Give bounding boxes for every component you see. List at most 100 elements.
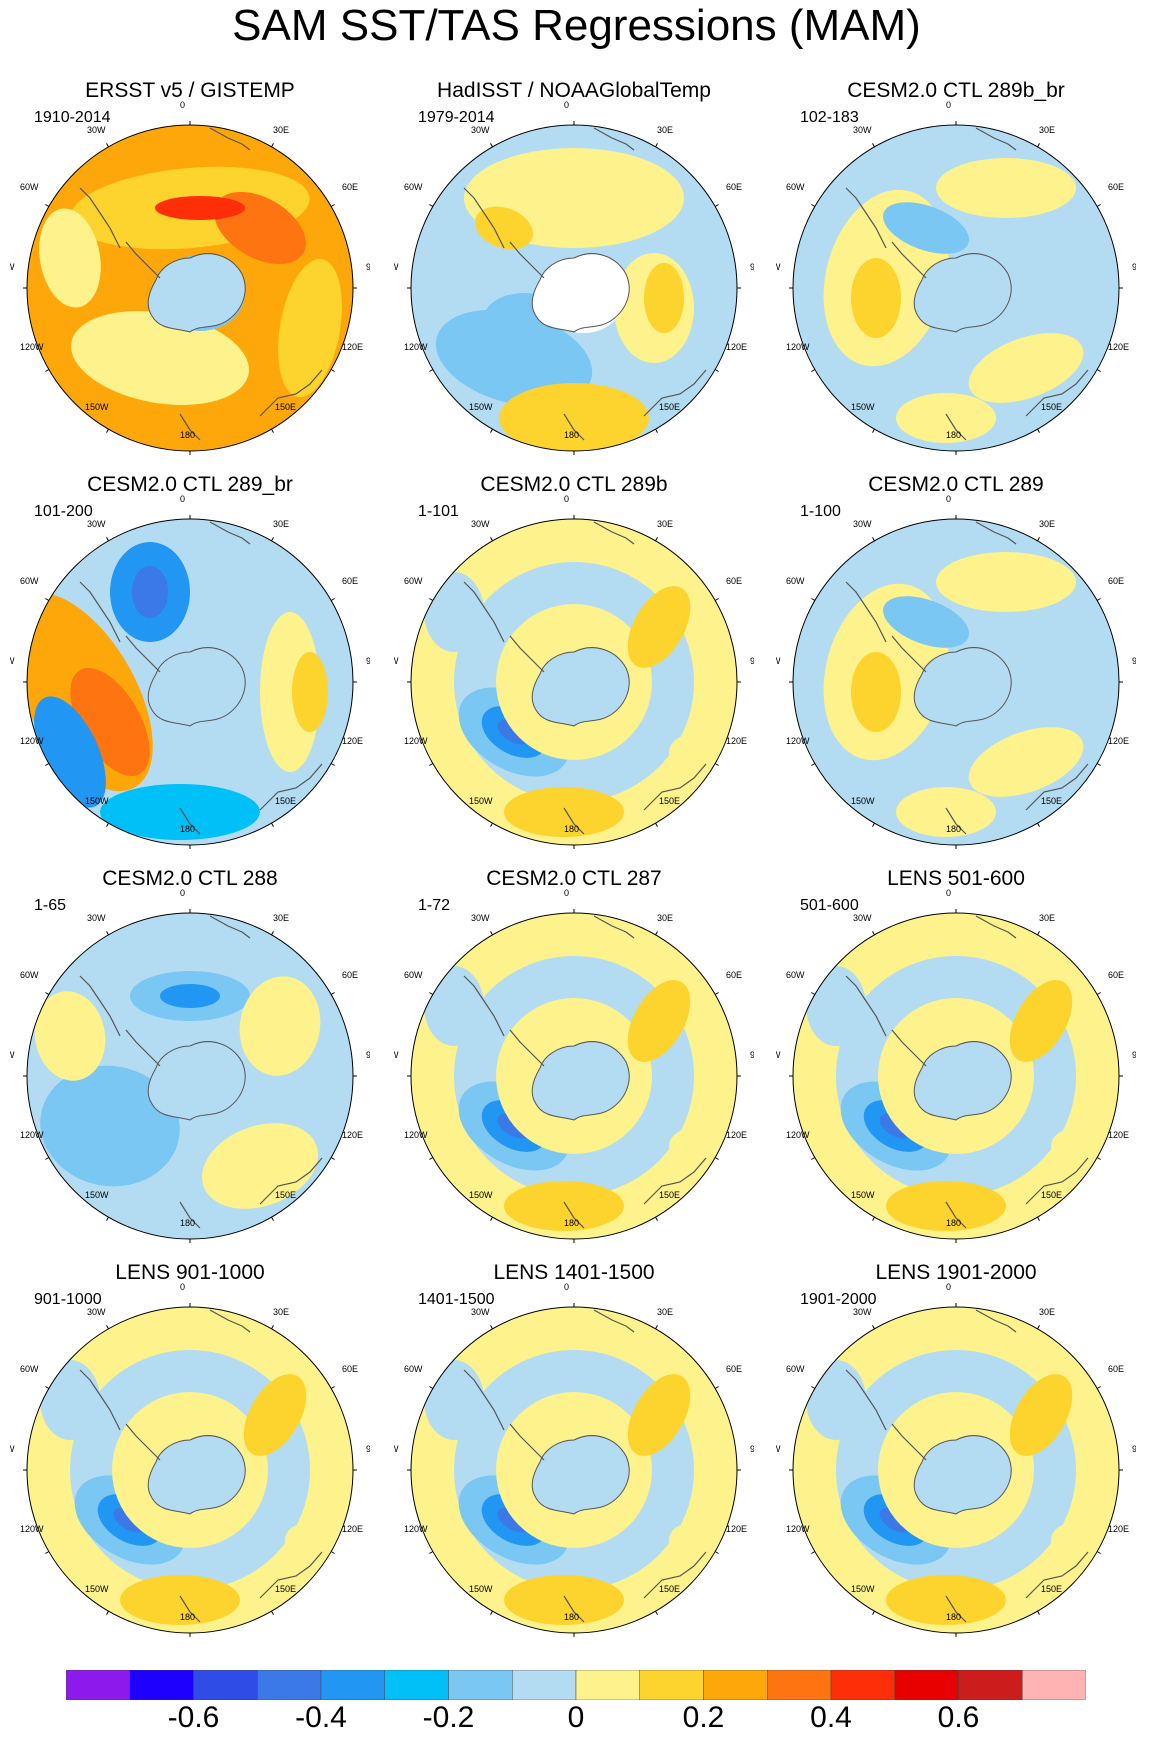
lon-label: 90W (10, 262, 15, 272)
lon-tick (1096, 204, 1101, 207)
coastline (975, 1309, 1017, 1333)
map-panel: CESM2.0 CTL 289_br 101-200 0 30E 60E 90E 120… (0, 472, 380, 866)
map-panel: CESM2.0 CTL 287 1-72 0 30E 60E 90E 120E 150E 1… (384, 866, 764, 1260)
lon-label: 120E (342, 736, 363, 746)
panel-period: 1-72 (418, 897, 451, 914)
lon-label: 0 (946, 1282, 951, 1292)
lon-tick (271, 1216, 274, 1221)
lon-tick (330, 598, 335, 601)
panel-period: 1401-1500 (418, 1291, 495, 1308)
lon-label: 120W (404, 1130, 428, 1140)
lon-label: 60E (726, 182, 742, 192)
lon-label: 180 (946, 1612, 961, 1622)
antarctica-coastline (913, 253, 1012, 333)
lon-label: 120W (404, 736, 428, 746)
antarctica-coastline (147, 1435, 246, 1515)
coastline (509, 1423, 545, 1461)
lon-label: 90E (366, 1050, 370, 1060)
lon-tick (330, 369, 335, 372)
polar-map: 0 30E 60E 90E 120E 150E 180 150W 120W 90W 60W 30W (776, 494, 1136, 849)
lon-tick (45, 204, 50, 207)
polar-map: 0 30E 60E 90E 120E 150E 180 150W 120W 90W 60W 30W (776, 888, 1136, 1243)
coastline (891, 635, 927, 673)
lon-label: 120W (404, 1524, 428, 1534)
panel-title: ERSST v5 / GISTEMP (85, 79, 295, 102)
coastline (975, 915, 1017, 939)
polar-map: 0 30E 60E 90E 120E 150E 180 150W 120W 90W 60W 30W (10, 1282, 370, 1637)
polar-map: 0 30E 60E 90E 120E 150E 180 150W 120W 90W 60W 30W (394, 1282, 754, 1637)
lon-label: 60W (20, 1364, 39, 1374)
lon-label: 150E (659, 402, 680, 412)
coastline (845, 1369, 887, 1431)
lon-tick (1096, 763, 1101, 766)
lon-tick (1037, 143, 1040, 148)
colorbar-labels: -0.6 -0.4 -0.2 0 0.2 0.4 0.6 (0, 1700, 1153, 1742)
lon-label: 60W (404, 576, 423, 586)
map-panel: CESM2.0 CTL 289 1-100 0 30E 60E 90E 120E 150E… (766, 472, 1146, 866)
lon-label: 90W (394, 262, 399, 272)
lon-label: 90E (366, 262, 370, 272)
colorbar-swatch (129, 1670, 194, 1700)
lon-tick (106, 1216, 109, 1221)
coastline (563, 1595, 585, 1623)
lon-label: 30W (853, 913, 872, 923)
lon-label: 30E (273, 519, 289, 529)
panel-title: LENS 901-1000 (115, 1261, 265, 1284)
coastline (259, 1551, 323, 1599)
lon-label: 30E (1039, 1307, 1055, 1317)
lon-label: 60W (20, 970, 39, 980)
coastline (945, 1201, 967, 1229)
coastline (509, 1029, 545, 1067)
lon-label: 30W (471, 519, 490, 529)
lon-tick (271, 143, 274, 148)
antarctica-coastline (147, 647, 246, 727)
lon-label: 0 (180, 494, 185, 504)
coastline (891, 1029, 927, 1067)
lon-label: 90E (366, 656, 370, 666)
coastline (179, 1595, 201, 1623)
lon-label: 30E (1039, 913, 1055, 923)
coastline (259, 1157, 323, 1205)
lon-label: 30W (87, 913, 106, 923)
lon-label: 150E (275, 402, 296, 412)
coastline (593, 915, 635, 939)
lon-label: 0 (180, 100, 185, 110)
lon-label: 90E (1132, 1444, 1136, 1454)
map-panel: LENS 501-600 501-600 0 30E 60E 90E 120E 150E 1… (766, 866, 1146, 1260)
polar-map: 0 30E 60E 90E 120E 150E 180 150W 120W 90W 60W 30W (10, 494, 370, 849)
lon-tick (429, 1386, 434, 1389)
lon-tick (429, 763, 434, 766)
lon-label: 90E (1132, 656, 1136, 666)
panel-period: 501-600 (800, 897, 859, 914)
polar-map: 0 30E 60E 90E 120E 150E 180 150W 120W 90W 60W 30W (776, 1282, 1136, 1637)
lon-label: 30E (273, 125, 289, 135)
lon-label: 30E (273, 1307, 289, 1317)
lon-label: 90W (10, 1444, 15, 1454)
polar-map: 0 30E 60E 90E 120E 150E 180 150W 120W 90W 60W 30W (394, 100, 754, 455)
lon-label: 90W (394, 656, 399, 666)
lon-tick (271, 1325, 274, 1330)
lon-tick (655, 1216, 658, 1221)
lon-tick (714, 763, 719, 766)
lon-label: 30W (87, 125, 106, 135)
colorbar-swatch (512, 1670, 577, 1700)
lon-tick (872, 537, 875, 542)
lon-tick (1096, 992, 1101, 995)
lon-label: 60W (404, 1364, 423, 1374)
lon-tick (330, 992, 335, 995)
lon-label: 60E (1108, 576, 1124, 586)
coastline (209, 127, 251, 151)
panel-title: CESM2.0 CTL 289b (480, 473, 668, 496)
coastline (79, 975, 121, 1037)
lon-tick (45, 1551, 50, 1554)
colorbar-swatch (830, 1670, 895, 1700)
lon-tick (872, 1610, 875, 1615)
lon-tick (490, 931, 493, 936)
lon-tick (271, 931, 274, 936)
antarctica-coastline (531, 253, 630, 333)
lon-label: 150W (85, 796, 109, 806)
lon-label: 150W (85, 1190, 109, 1200)
antarctica-coastline (147, 253, 246, 333)
lon-tick (655, 1325, 658, 1330)
coastline (643, 1551, 707, 1599)
